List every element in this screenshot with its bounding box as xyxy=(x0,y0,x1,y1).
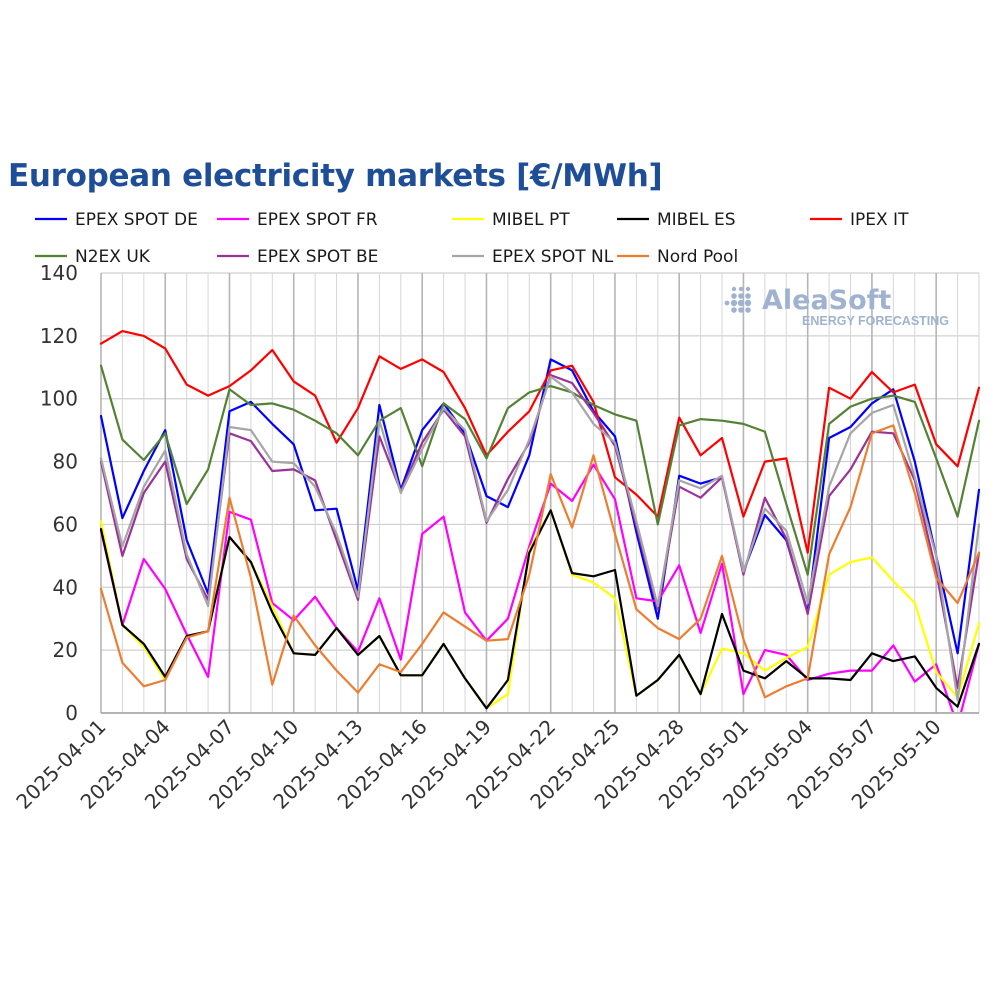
logo-dot xyxy=(744,299,752,307)
aleasoft-logo-subtext: ENERGY FORECASTING xyxy=(802,314,949,328)
aleasoft-logo-text: AleaSoft xyxy=(762,285,891,316)
logo-dot xyxy=(724,300,730,306)
legend: EPEX SPOT DE EPEX SPOT FR MIBEL PT MIBEL ES… xyxy=(35,210,909,267)
grid-lines xyxy=(100,272,980,714)
series-line-epex-spot-nl xyxy=(99,375,981,702)
legend-label: EPEX SPOT FR xyxy=(257,210,378,230)
y-tick-label: 20 xyxy=(53,638,78,662)
series-line-n2ex-uk xyxy=(99,364,981,576)
series-lines xyxy=(99,330,981,712)
chart-title: European electricity markets [€/MWh] xyxy=(8,158,663,194)
legend-item-epex-spot-de: EPEX SPOT DE xyxy=(35,210,198,230)
legend-item-epex-spot-be: EPEX SPOT BE xyxy=(217,247,378,267)
legend-label: Nord Pool xyxy=(657,247,738,267)
logo-dot xyxy=(731,293,737,299)
logo-dot xyxy=(731,307,737,313)
legend-item-epex-spot-nl: EPEX SPOT NL xyxy=(452,247,614,267)
series-line-epex-spot-fr xyxy=(99,463,981,712)
legend-label: IPEX IT xyxy=(850,210,909,230)
legend-item-nord-pool: Nord Pool xyxy=(617,247,738,267)
y-tick-label: 0 xyxy=(65,701,78,725)
legend-label: N2EX UK xyxy=(75,247,151,267)
series-line-nord-pool xyxy=(99,424,981,699)
legend-item-n2ex-uk: N2EX UK xyxy=(35,247,151,267)
y-tick-label: 120 xyxy=(40,324,78,348)
logo-dot xyxy=(738,293,744,299)
y-tick-label: 140 xyxy=(40,261,78,285)
logo-dot xyxy=(738,286,744,292)
y-tick-label: 40 xyxy=(53,575,78,599)
legend-label: EPEX SPOT DE xyxy=(75,210,198,230)
x-axis-tick-labels: 2025-04-012025-04-042025-04-072025-04-10… xyxy=(11,715,945,814)
aleasoft-logo-icon xyxy=(724,286,752,313)
logo-dot xyxy=(745,307,751,313)
y-axis-tick-labels: 0 20 40 60 80 100 120 140 xyxy=(40,261,78,725)
legend-label: EPEX SPOT BE xyxy=(257,247,378,267)
logo-dot xyxy=(737,299,745,307)
logo-dot xyxy=(738,307,744,313)
aleasoft-watermark: AleaSoft ENERGY FORECASTING xyxy=(724,285,949,328)
legend-label: EPEX SPOT NL xyxy=(492,247,614,267)
y-tick-label: 60 xyxy=(53,512,78,536)
logo-dot xyxy=(731,286,737,292)
legend-item-epex-spot-fr: EPEX SPOT FR xyxy=(217,210,378,230)
legend-item-mibel-es: MIBEL ES xyxy=(617,210,736,230)
y-tick-label: 80 xyxy=(53,450,78,474)
legend-item-ipex-it: IPEX IT xyxy=(810,210,909,230)
series-line-ipex-it xyxy=(99,330,981,554)
logo-dot xyxy=(745,293,751,299)
logo-dot xyxy=(730,299,738,307)
y-tick-label: 100 xyxy=(40,387,78,411)
legend-label: MIBEL ES xyxy=(657,210,736,230)
legend-label: MIBEL PT xyxy=(492,210,570,230)
logo-dot xyxy=(745,286,751,292)
series-line-mibel-es xyxy=(99,509,981,710)
legend-item-mibel-pt: MIBEL PT xyxy=(452,210,570,230)
